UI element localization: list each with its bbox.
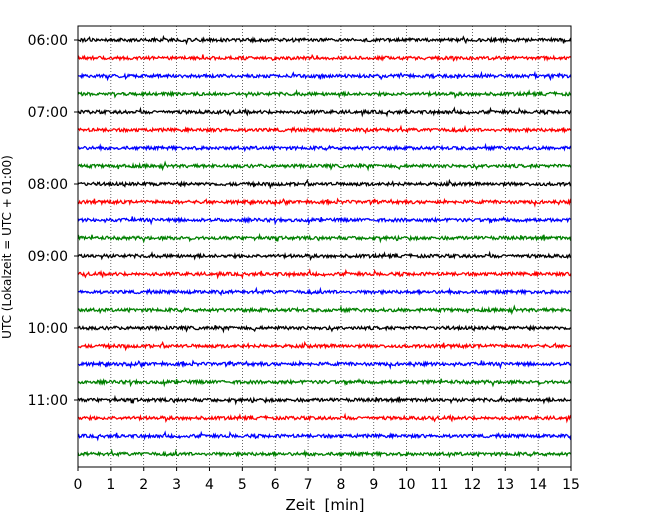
trace-line: [77, 70, 572, 82]
x-tick-label: 14: [529, 477, 547, 493]
trace-line: [77, 34, 572, 46]
x-axis-label: Zeit [min]: [285, 496, 364, 514]
trace-line: [77, 124, 572, 135]
y-tick-label: 11:00: [28, 393, 68, 409]
x-tick-label: 6: [271, 477, 280, 493]
x-tick-label: 9: [369, 477, 378, 493]
y-tick-label: 10:00: [28, 321, 68, 337]
x-tick-label: 2: [139, 477, 148, 493]
seismic-traces: [77, 34, 572, 459]
x-tick-label: 0: [74, 477, 83, 493]
trace-line: [77, 286, 572, 297]
trace-line: [77, 430, 572, 442]
trace-line: [77, 268, 572, 280]
trace-line: [77, 340, 572, 352]
x-tick-label: 10: [398, 477, 416, 493]
x-tick-label: 8: [336, 477, 345, 493]
x-tick-label: 11: [431, 477, 449, 493]
trace-line: [77, 304, 572, 316]
trace-line: [77, 448, 572, 459]
trace-line: [77, 250, 572, 262]
trace-line: [77, 197, 572, 208]
trace-line: [77, 160, 572, 172]
y-tick-label: 08:00: [28, 177, 68, 193]
x-tick-label: 12: [463, 477, 481, 493]
x-tick-label: 5: [238, 477, 247, 493]
trace-line: [77, 378, 572, 388]
y-tick-label: 07:00: [28, 105, 68, 121]
x-tick-label: 1: [106, 477, 115, 493]
trace-line: [77, 359, 572, 370]
x-tick-label: 13: [496, 477, 514, 493]
y-axis-label: UTC (Lokalzeit = UTC + 01:00): [0, 155, 14, 339]
trace-line: [77, 53, 572, 62]
plot-frame: [77, 25, 572, 468]
y-axis-ticks: 06:00 07:00 08:00 09:00 10:00 11:00: [28, 33, 78, 409]
trace-line: [77, 106, 572, 118]
x-tick-label: 3: [172, 477, 181, 493]
y-tick-label: 09:00: [28, 249, 68, 265]
trace-line: [77, 232, 572, 244]
trace-line: [77, 88, 572, 100]
trace-line: [77, 216, 572, 226]
trace-line: [77, 412, 572, 424]
trace-line: [77, 324, 572, 334]
y-tick-label: 06:00: [28, 33, 68, 49]
x-tick-label: 4: [205, 477, 214, 493]
trace-line: [77, 178, 572, 190]
trace-line: [77, 142, 572, 153]
x-tick-label: 15: [562, 477, 580, 493]
trace-line: [77, 394, 572, 406]
x-axis-ticks: 0 1 2 3 4 5 6 7 8 9 10 11 12 13 14 15: [74, 467, 580, 493]
x-tick-label: 7: [304, 477, 313, 493]
